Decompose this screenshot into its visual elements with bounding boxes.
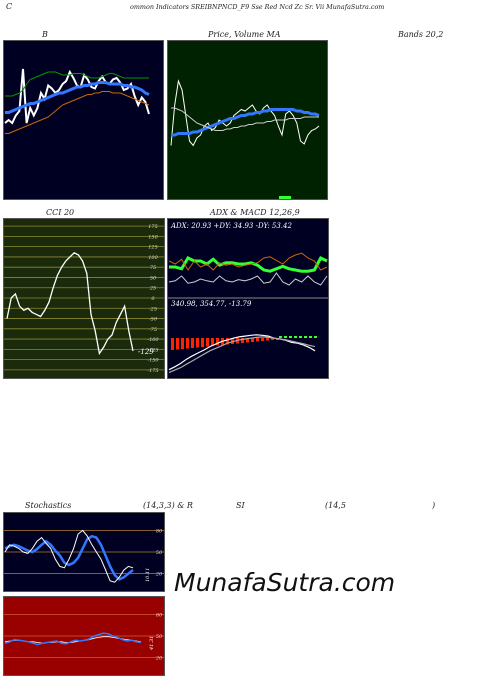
cci-tick-label: -25 [149, 306, 157, 312]
macd-line [168, 334, 316, 371]
stochastics-chart: 80 50 20 10.11 [3, 512, 165, 592]
header-title: ommon Indicators SREIBNPNCD_F9 Sse Red N… [130, 3, 385, 11]
label-price-ma: Price, Volume MA [208, 30, 281, 39]
cci-bg [3, 218, 165, 379]
macd-hist-bar [294, 336, 297, 338]
bollinger-b-bg [3, 40, 164, 200]
panel-rsi: 80 50 20 41.31 [3, 596, 166, 676]
panel-adx: ADX: 20.93 +DY: 34.93 -DY: 53.42 340.98,… [167, 218, 329, 380]
cci-chart: 175 150 125 100 75 50 25 0 -25 -50 -75 -100 -125 -150… [3, 218, 165, 379]
macd-hist-bar [171, 338, 174, 350]
macd-values: 340.98, 354.77, -13.79 [171, 300, 252, 308]
macd-hist-bar [206, 338, 209, 347]
minus-di-line [168, 252, 328, 271]
cci-line [6, 252, 134, 356]
macd-hist-bar [181, 338, 184, 349]
macd-hist-bar [314, 336, 317, 338]
macd-hist-bar [271, 338, 274, 340]
label-rsi-params: (14,5 [325, 501, 346, 510]
label-cci: CCI 20 [46, 208, 75, 217]
stoch-tick-label: 20 [155, 572, 163, 578]
watermark: MunafaSutra.com [174, 568, 396, 597]
plus-di-line [169, 256, 328, 273]
cci-tick-label: -175 [147, 368, 158, 374]
b-ma-line [5, 81, 150, 114]
cci-tick-label: 175 [148, 224, 158, 230]
macd-hist-bar [201, 338, 204, 347]
macd-hist-bar [284, 336, 287, 338]
rsi-tick-label: 80 [156, 612, 163, 618]
cci-tick-label: 25 [149, 286, 156, 292]
macd-hist-bar [226, 338, 229, 345]
price-ma-chart [167, 40, 328, 200]
macd-hist-bar [191, 338, 194, 348]
signal-line [168, 336, 316, 374]
price-ma-gray-line [171, 107, 319, 131]
cci-tick-label: -50 [149, 317, 158, 323]
label-rsi-si: SI [236, 501, 245, 510]
adx-macd-chart: ADX: 20.93 +DY: 34.93 -DY: 53.42 340.98,… [167, 218, 329, 379]
panel-price-ma [167, 40, 328, 200]
adx-values: ADX: 20.93 +DY: 34.93 -DY: 53.42 [170, 222, 292, 230]
rsi-tick-label: 50 [156, 634, 163, 640]
cci-tick-label: 125 [148, 245, 158, 251]
panel-stochastics: 80 50 20 10.11 [3, 512, 166, 592]
macd-hist-bar [246, 338, 249, 343]
stoch-tick-label: 80 [156, 528, 163, 534]
label-adx-macd: ADX & MACD 12,26,9 [210, 208, 300, 217]
macd-hist-bar [299, 336, 302, 338]
panel-bollinger-b [3, 40, 164, 200]
stoch-d-line [4, 529, 134, 583]
cci-tick-label: -100 [147, 337, 159, 343]
macd-hist-bar [309, 336, 312, 338]
macd-hist-bar [231, 338, 234, 344]
b-lower-line [5, 91, 150, 134]
macd-hist-bar [211, 338, 214, 346]
volume-bars [279, 196, 291, 199]
macd-hist-bar [241, 338, 244, 343]
rsi-tick-label: 20 [155, 656, 163, 662]
macd-hist-bar [279, 336, 282, 338]
macd-hist-bar [196, 338, 199, 348]
stoch-k-line [4, 534, 134, 581]
cci-tick-label: 0 [151, 296, 155, 302]
cci-tick-label: 50 [150, 275, 157, 281]
macd-hist-bar [176, 338, 179, 350]
cci-tick-label: -150 [147, 358, 159, 364]
macd-hist-bar [266, 338, 269, 341]
cci-tick-label: 100 [148, 255, 158, 261]
adx-line [168, 272, 328, 286]
cci-last-value: -129 [138, 348, 154, 356]
macd-hist-bar [251, 338, 254, 342]
rsi-last-value: 41.31 [149, 636, 155, 651]
cci-tick-label: 75 [150, 265, 156, 271]
macd-hist-bar [304, 336, 307, 338]
macd-hist-bar [186, 338, 189, 349]
label-rsi-close: ) [432, 501, 436, 510]
stoch-tick-label: 50 [156, 550, 163, 556]
stoch-last-value: 10.11 [145, 568, 151, 582]
bollinger-b-chart [3, 40, 164, 200]
macd-hist-bar [289, 336, 292, 338]
b-upper-line [5, 71, 149, 97]
macd-hist-bar [261, 338, 264, 341]
macd-hist-bar [216, 338, 219, 346]
price-ma-blue-line [171, 108, 320, 137]
cci-tick-label: 150 [148, 234, 158, 240]
panel-cci: 175 150 125 100 75 50 25 0 -25 -50 -75 -100 -125 -150… [3, 218, 166, 380]
cci-tick-label: -75 [149, 327, 157, 333]
label-stoch-params: (14,3,3) & R [143, 501, 193, 510]
header-c: C [6, 2, 13, 11]
label-b: B [42, 30, 48, 39]
label-bands: Bands 20,2 [398, 30, 444, 39]
rsi-line [4, 632, 142, 646]
label-stochastics: Stochastics [25, 501, 72, 510]
macd-hist-bar [256, 338, 259, 342]
cci-tick-label: -125 [147, 347, 158, 353]
price-ma-bg [167, 40, 328, 200]
